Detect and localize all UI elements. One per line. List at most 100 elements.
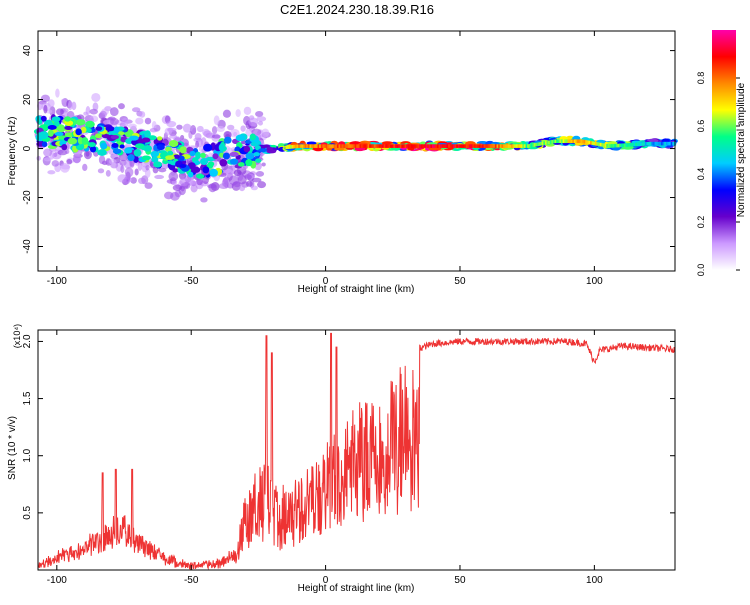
spectral-cell xyxy=(95,133,102,139)
spectral-cell xyxy=(218,183,229,190)
spectral-core xyxy=(411,144,414,148)
spectral-core xyxy=(444,144,448,148)
spectral-core xyxy=(332,144,335,148)
spectral-core xyxy=(477,144,480,148)
spectral-core xyxy=(586,140,590,145)
colorbar-ticks: 0.0 0.2 0.4 0.6 0.8 xyxy=(696,72,740,276)
spectral-core xyxy=(601,143,604,147)
spectral-cell xyxy=(98,155,106,165)
spectral-core xyxy=(617,143,620,148)
spectral-core xyxy=(301,144,304,148)
spectral-cell xyxy=(167,160,175,165)
spectral-cell xyxy=(89,145,97,153)
spectral-cell xyxy=(40,94,50,103)
spectral-core xyxy=(422,144,425,148)
spectral-cell xyxy=(151,121,157,130)
spectral-core xyxy=(512,144,515,148)
spectral-core xyxy=(406,144,409,148)
spectral-core xyxy=(335,144,338,148)
spectral-cell xyxy=(61,98,66,103)
spectral-cell xyxy=(255,171,265,177)
spectral-core xyxy=(585,140,588,144)
snr-ytick-label: 0.5 xyxy=(22,505,33,519)
spectral-core xyxy=(656,141,659,146)
spectral-cell xyxy=(139,111,146,118)
spectral-core xyxy=(385,144,388,148)
spectral-core xyxy=(525,144,528,148)
spectral-core xyxy=(567,139,570,144)
spectral-core xyxy=(296,144,299,149)
spectral-core xyxy=(423,144,427,148)
spectral-cell xyxy=(195,151,201,160)
spectral-core xyxy=(623,143,627,147)
spectral-core xyxy=(398,144,401,148)
spectral-cell xyxy=(43,157,52,162)
spectral-core xyxy=(672,141,675,146)
spectral-cell xyxy=(121,117,129,128)
spectral-core xyxy=(535,142,538,147)
spectral-core xyxy=(557,139,561,144)
spectral-core xyxy=(602,143,606,148)
spectral-core xyxy=(522,144,525,148)
spectral-cell xyxy=(149,127,158,133)
spectral-core xyxy=(309,144,312,148)
spectral-cell xyxy=(64,125,73,130)
colorbar-tick-label: 0.6 xyxy=(696,120,706,133)
spectral-cell xyxy=(134,168,139,176)
spectral-core xyxy=(427,144,430,148)
spectral-core xyxy=(572,139,575,144)
spectral-core xyxy=(659,141,662,146)
spectral-core xyxy=(288,145,291,149)
snr-frame xyxy=(37,329,676,571)
spectral-cell xyxy=(219,159,228,167)
spectral-cell xyxy=(71,101,77,111)
spectral-core xyxy=(369,144,372,148)
spectral-cell xyxy=(105,170,111,177)
spectral-cell xyxy=(82,163,88,172)
spectral-cell xyxy=(144,117,152,125)
spectral-core xyxy=(306,144,309,148)
spectral-core xyxy=(328,144,332,148)
spectral-core xyxy=(425,144,428,148)
spectral-core xyxy=(575,139,578,144)
spectral-core xyxy=(648,141,651,146)
spectral-cell xyxy=(245,159,253,167)
spectral-core xyxy=(428,144,432,148)
spectrogram-panel: -100 -50 0 50 100 -40 -20 0 20 40 Height of strai… xyxy=(7,30,678,295)
spectral-cell xyxy=(202,166,210,174)
spectral-cell xyxy=(190,184,198,193)
spectral-cell xyxy=(167,127,177,132)
spectral-core xyxy=(469,144,472,148)
spectral-core xyxy=(551,139,554,144)
spectral-cell xyxy=(203,143,213,152)
spectral-cell xyxy=(124,167,134,178)
spectral-cell xyxy=(127,154,135,162)
spectral-cell xyxy=(178,172,187,180)
spectral-core xyxy=(438,144,441,148)
spectral-cell xyxy=(83,150,92,160)
spectral-cell xyxy=(91,92,101,102)
spectral-core xyxy=(649,141,652,146)
spectral-core xyxy=(386,144,390,148)
snr-xlabel: Height of straight line (km) xyxy=(298,583,415,594)
spectral-core xyxy=(620,143,623,148)
spectral-cell xyxy=(165,146,172,152)
spectral-core xyxy=(483,144,486,148)
spectral-core xyxy=(622,143,625,148)
colorbar-tick-label: 0.4 xyxy=(696,168,706,181)
spectral-core xyxy=(412,144,415,148)
spectral-core xyxy=(612,144,615,148)
spectral-cell xyxy=(213,115,220,126)
snr-panel: -100 -50 0 50 100 0.5 1.0 1.5 2.0 Height of stra… xyxy=(7,324,676,594)
spectral-cell xyxy=(46,109,53,114)
spectral-core xyxy=(361,144,364,148)
spectral-core xyxy=(556,139,559,144)
spectral-cell xyxy=(154,174,165,180)
spectral-core xyxy=(312,144,315,148)
spectral-core xyxy=(362,144,365,148)
spectral-core xyxy=(344,144,348,148)
spectral-cell xyxy=(47,125,57,130)
spectral-cell xyxy=(229,158,239,165)
spectral-cell xyxy=(133,148,142,157)
spectral-cell xyxy=(72,154,81,164)
